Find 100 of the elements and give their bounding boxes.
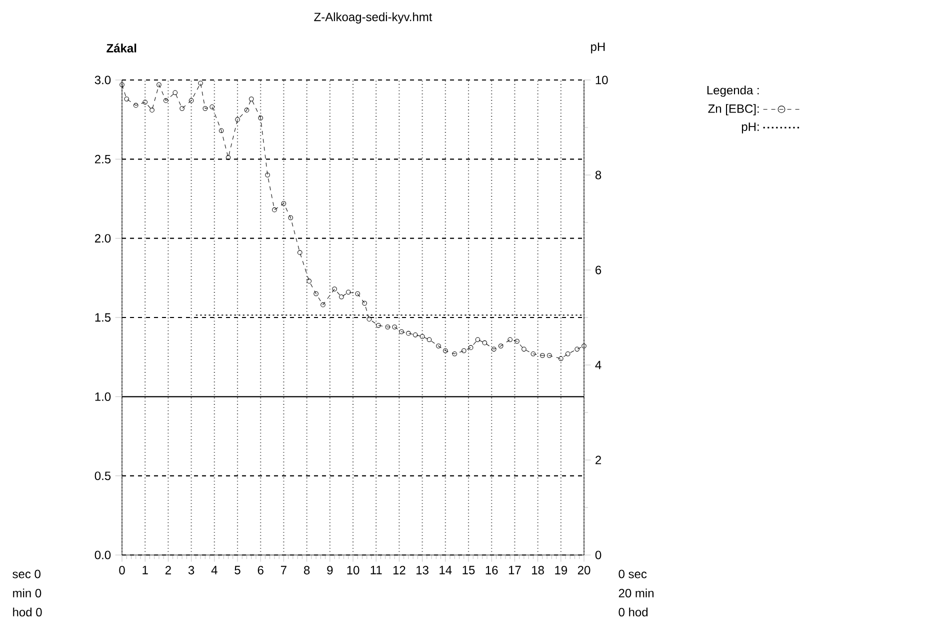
text: 0 sec — [618, 570, 647, 578]
point — [355, 291, 360, 296]
y-tick-label: 0.5 — [94, 472, 111, 480]
x-tick-label: 11 — [370, 566, 382, 574]
x-tick-label: 14 — [440, 566, 452, 574]
point — [565, 352, 570, 356]
point — [346, 290, 351, 295]
point — [244, 108, 250, 112]
point — [461, 348, 466, 354]
x-tick-label: 15 — [462, 566, 475, 574]
x-tick-label: 10 — [347, 566, 360, 574]
point — [412, 332, 418, 338]
y-tick-label: 2.0 — [94, 234, 111, 243]
x-tick-label: 6 — [258, 566, 264, 574]
point — [376, 323, 381, 328]
point — [522, 346, 526, 352]
x-tick-label: 3 — [188, 566, 194, 574]
point — [198, 80, 203, 86]
point — [265, 172, 270, 178]
point — [492, 346, 496, 352]
point — [582, 344, 586, 348]
x-tick-label: 20 — [578, 566, 590, 574]
text: hod 0 — [13, 608, 42, 616]
point — [498, 344, 504, 348]
point — [297, 250, 302, 255]
point — [235, 117, 240, 122]
text: 20 min — [618, 588, 654, 598]
point — [362, 300, 367, 306]
point — [210, 104, 214, 110]
point — [150, 108, 154, 112]
legend-title: Legenda : — [707, 86, 759, 97]
point — [218, 128, 224, 134]
point — [514, 338, 520, 344]
point — [546, 353, 552, 358]
point — [443, 348, 448, 354]
point — [366, 316, 372, 322]
point — [281, 201, 286, 206]
point — [163, 98, 168, 103]
point — [468, 345, 474, 350]
y-tick-label: 2.5 — [94, 154, 111, 164]
y2-tick-label: 4 — [595, 360, 602, 370]
point — [120, 82, 124, 88]
point — [133, 102, 138, 108]
x-tick-label: 16 — [486, 566, 498, 574]
x-tick-label: 4 — [211, 566, 218, 574]
y2-tick-label: 2 — [596, 456, 602, 464]
y2-tick-label: 10 — [596, 76, 608, 84]
text: sec 0 — [12, 570, 40, 578]
point — [452, 352, 458, 356]
x-tick-label: 1 — [142, 566, 148, 574]
point — [508, 337, 512, 342]
point — [156, 82, 162, 88]
text: min 0 — [13, 588, 42, 598]
y2-tick-label: 8 — [595, 170, 602, 180]
point — [332, 286, 337, 292]
x-tick-label: 17 — [508, 566, 521, 574]
point — [272, 207, 277, 212]
legend-label: Zn [EBC]: — [708, 104, 759, 116]
y2-tick-label: 0 — [595, 550, 602, 560]
point — [385, 324, 390, 330]
point — [558, 356, 564, 362]
x-tick-label: 12 — [393, 566, 406, 574]
point — [399, 329, 404, 334]
point — [124, 96, 130, 102]
x-tick-label: 8 — [304, 566, 310, 574]
x-tick-label: 19 — [555, 566, 568, 574]
x-tick-label: 2 — [165, 566, 171, 574]
point — [530, 352, 536, 356]
point — [202, 106, 208, 111]
point — [426, 337, 432, 342]
point — [188, 98, 194, 103]
y-tick-label: 1.0 — [95, 392, 111, 401]
y-tick-label: 3.0 — [94, 76, 111, 84]
text: 0 hod — [618, 608, 648, 616]
x-tick-label: 5 — [234, 566, 240, 574]
point — [540, 353, 545, 358]
x-tick-label: 0 — [119, 566, 125, 574]
point — [406, 330, 411, 336]
y2-tick-label: 6 — [596, 266, 602, 274]
point — [314, 291, 318, 296]
x-tick-label: 7 — [280, 566, 286, 574]
point — [180, 106, 184, 111]
point — [248, 96, 254, 102]
point — [258, 116, 264, 120]
y2-axis-title: pH — [591, 42, 605, 54]
point — [226, 155, 231, 160]
point — [482, 340, 488, 346]
point — [288, 215, 294, 220]
y-tick-label: 0.0 — [94, 550, 111, 560]
point — [392, 324, 397, 330]
x-tick-label: 9 — [327, 566, 333, 574]
point — [142, 100, 148, 105]
point — [436, 344, 441, 348]
point — [574, 346, 580, 352]
x-tick-label: 18 — [532, 566, 544, 574]
point — [306, 278, 312, 284]
point — [475, 337, 480, 342]
y-axis-title: Zákal — [106, 44, 136, 52]
chart-title: Z-Alkoag-sedi-kyv.hmt — [314, 12, 432, 24]
point — [420, 334, 425, 339]
